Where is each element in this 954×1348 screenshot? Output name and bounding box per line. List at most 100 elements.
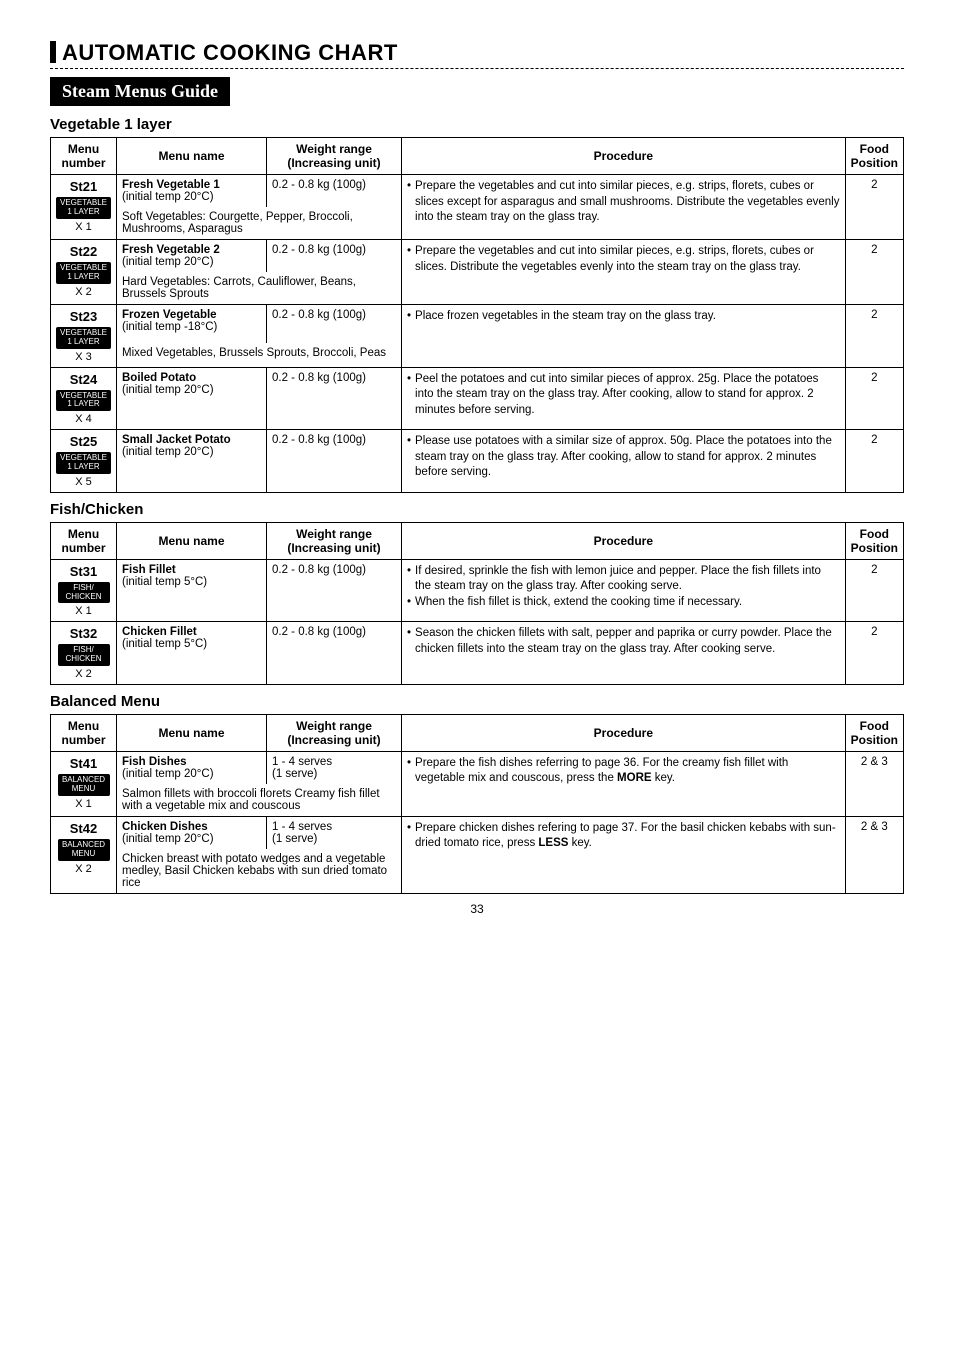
menu-initial-temp: (initial temp 20°C) xyxy=(122,768,214,780)
weight-cell: 0.2 - 0.8 kg (100g) xyxy=(267,240,402,273)
th-menu-name: Menu name xyxy=(117,522,267,559)
weight-cell: 0.2 - 0.8 kg (100g) xyxy=(267,622,402,685)
weight-cell: 1 - 4 serves (1 serve) xyxy=(267,751,402,784)
menu-initial-temp: (initial temp 20°C) xyxy=(122,833,214,845)
menu-initial-temp: (initial temp 20°C) xyxy=(122,384,214,396)
menu-initial-temp: (initial temp 20°C) xyxy=(122,256,214,268)
procedure-cell: Please use potatoes with a similar size … xyxy=(402,430,846,493)
title-bar-icon xyxy=(50,41,56,63)
menu-x: X 4 xyxy=(56,413,111,425)
food-position: 2 xyxy=(845,559,903,622)
table-fish: Menu number Menu name Weight range (Incr… xyxy=(50,522,904,685)
procedure-text: Please use potatoes with a similar size … xyxy=(415,434,840,481)
menu-number-cell: St42 BALANCED MENU X 2 xyxy=(51,816,117,893)
menu-name-cell: Fish Dishes (initial temp 20°C) xyxy=(117,751,267,784)
menu-number-cell: St23 VEGETABLE 1 LAYER X 3 xyxy=(51,305,117,368)
weight-cell: 0.2 - 0.8 kg (100g) xyxy=(267,175,402,208)
food-position: 2 xyxy=(845,240,903,305)
menu-name: Fish Dishes xyxy=(122,756,187,768)
procedure-cell: Prepare chicken dishes refering to page … xyxy=(402,816,846,893)
menu-badge: VEGETABLE 1 LAYER xyxy=(56,262,111,284)
menu-name: Small Jacket Potato xyxy=(122,434,231,446)
procedure-text: Prepare the fish dishes referring to pag… xyxy=(415,756,840,787)
menu-initial-temp: (initial temp -18°C) xyxy=(122,321,217,333)
menu-code: St42 xyxy=(56,821,111,836)
procedure-text: Place frozen vegetables in the steam tra… xyxy=(415,309,716,325)
menu-x: X 2 xyxy=(56,863,111,875)
food-position: 2 & 3 xyxy=(845,816,903,893)
menu-name: Chicken Fillet xyxy=(122,626,197,638)
menu-code: St32 xyxy=(56,626,111,641)
menu-code: St41 xyxy=(56,756,111,771)
th-menu-number: Menu number xyxy=(51,138,117,175)
procedure-text: If desired, sprinkle the fish with lemon… xyxy=(415,564,840,595)
page-number: 33 xyxy=(50,902,904,916)
table-row: St21 VEGETABLE 1 LAYER X 1 Fresh Vegetab… xyxy=(51,175,904,208)
th-procedure: Procedure xyxy=(402,714,846,751)
menu-name: Boiled Potato xyxy=(122,372,196,384)
menu-code: St23 xyxy=(56,309,111,324)
table-row: St24 VEGETABLE 1 LAYER X 4 Boiled Potato… xyxy=(51,367,904,430)
menu-name: Fresh Vegetable 2 xyxy=(122,244,220,256)
menu-name: Fish Fillet xyxy=(122,564,176,576)
sub-heading-balanced: Balanced Menu xyxy=(50,693,904,710)
menu-number-cell: St41 BALANCED MENU X 1 xyxy=(51,751,117,816)
menu-x: X 1 xyxy=(56,798,111,810)
food-position: 2 xyxy=(845,305,903,368)
row-description: Mixed Vegetables, Brussels Sprouts, Broc… xyxy=(117,343,402,367)
th-procedure: Procedure xyxy=(402,522,846,559)
procedure-cell: Prepare the vegetables and cut into simi… xyxy=(402,240,846,305)
menu-x: X 2 xyxy=(56,286,111,298)
menu-code: St31 xyxy=(56,564,111,579)
menu-number-cell: St31 FISH/ CHICKEN X 1 xyxy=(51,559,117,622)
procedure-cell: Place frozen vegetables in the steam tra… xyxy=(402,305,846,368)
menu-badge: BALANCED MENU xyxy=(58,774,110,796)
th-food: Food Position xyxy=(845,138,903,175)
weight-cell: 0.2 - 0.8 kg (100g) xyxy=(267,367,402,430)
th-food: Food Position xyxy=(845,714,903,751)
procedure-text: When the fish fillet is thick, extend th… xyxy=(415,595,742,611)
table-row: St32 FISH/ CHICKEN X 2 Chicken Fillet (i… xyxy=(51,622,904,685)
menu-code: St24 xyxy=(56,372,111,387)
table-row: St31 FISH/ CHICKEN X 1 Fish Fillet (init… xyxy=(51,559,904,622)
menu-name-cell: Fresh Vegetable 1 (initial temp 20°C) xyxy=(117,175,267,208)
menu-x: X 2 xyxy=(56,668,111,680)
th-menu-name: Menu name xyxy=(117,714,267,751)
menu-number-cell: St22 VEGETABLE 1 LAYER X 2 xyxy=(51,240,117,305)
menu-name-cell: Small Jacket Potato (initial temp 20°C) xyxy=(117,430,267,493)
procedure-cell: Peel the potatoes and cut into similar p… xyxy=(402,367,846,430)
menu-badge: VEGETABLE 1 LAYER xyxy=(56,452,111,474)
procedure-cell: Season the chicken fillets with salt, pe… xyxy=(402,622,846,685)
menu-name: Chicken Dishes xyxy=(122,821,208,833)
procedure-cell: Prepare the vegetables and cut into simi… xyxy=(402,175,846,240)
weight-cell: 0.2 - 0.8 kg (100g) xyxy=(267,305,402,343)
th-menu-number: Menu number xyxy=(51,714,117,751)
menu-name: Fresh Vegetable 1 xyxy=(122,179,220,191)
row-description: Hard Vegetables: Carrots, Cauliflower, B… xyxy=(117,272,402,305)
row-description: Salmon fillets with broccoli florets Cre… xyxy=(117,784,402,817)
row-description: Chicken breast with potato wedges and a … xyxy=(117,849,402,894)
menu-name-cell: Chicken Dishes (initial temp 20°C) xyxy=(117,816,267,849)
th-weight: Weight range (Increasing unit) xyxy=(267,522,402,559)
menu-number-cell: St25 VEGETABLE 1 LAYER X 5 xyxy=(51,430,117,493)
menu-name-cell: Chicken Fillet (initial temp 5°C) xyxy=(117,622,267,685)
menu-number-cell: St32 FISH/ CHICKEN X 2 xyxy=(51,622,117,685)
table-row: St41 BALANCED MENU X 1 Fish Dishes (init… xyxy=(51,751,904,784)
row-description: Soft Vegetables: Courgette, Pepper, Broc… xyxy=(117,207,402,240)
page-title: AUTOMATIC COOKING CHART xyxy=(50,40,904,69)
th-menu-number: Menu number xyxy=(51,522,117,559)
food-position: 2 xyxy=(845,367,903,430)
menu-initial-temp: (initial temp 5°C) xyxy=(122,576,207,588)
menu-name-cell: Frozen Vegetable (initial temp -18°C) xyxy=(117,305,267,343)
food-position: 2 xyxy=(845,430,903,493)
procedure-text: Prepare the vegetables and cut into simi… xyxy=(415,179,840,226)
menu-number-cell: St24 VEGETABLE 1 LAYER X 4 xyxy=(51,367,117,430)
sub-heading-veg: Vegetable 1 layer xyxy=(50,116,904,133)
menu-initial-temp: (initial temp 5°C) xyxy=(122,638,207,650)
weight-cell: 0.2 - 0.8 kg (100g) xyxy=(267,430,402,493)
title-text: AUTOMATIC COOKING CHART xyxy=(62,40,398,65)
menu-x: X 5 xyxy=(56,476,111,488)
menu-badge: BALANCED MENU xyxy=(58,839,110,861)
sub-heading-fish: Fish/Chicken xyxy=(50,501,904,518)
th-weight: Weight range (Increasing unit) xyxy=(267,138,402,175)
